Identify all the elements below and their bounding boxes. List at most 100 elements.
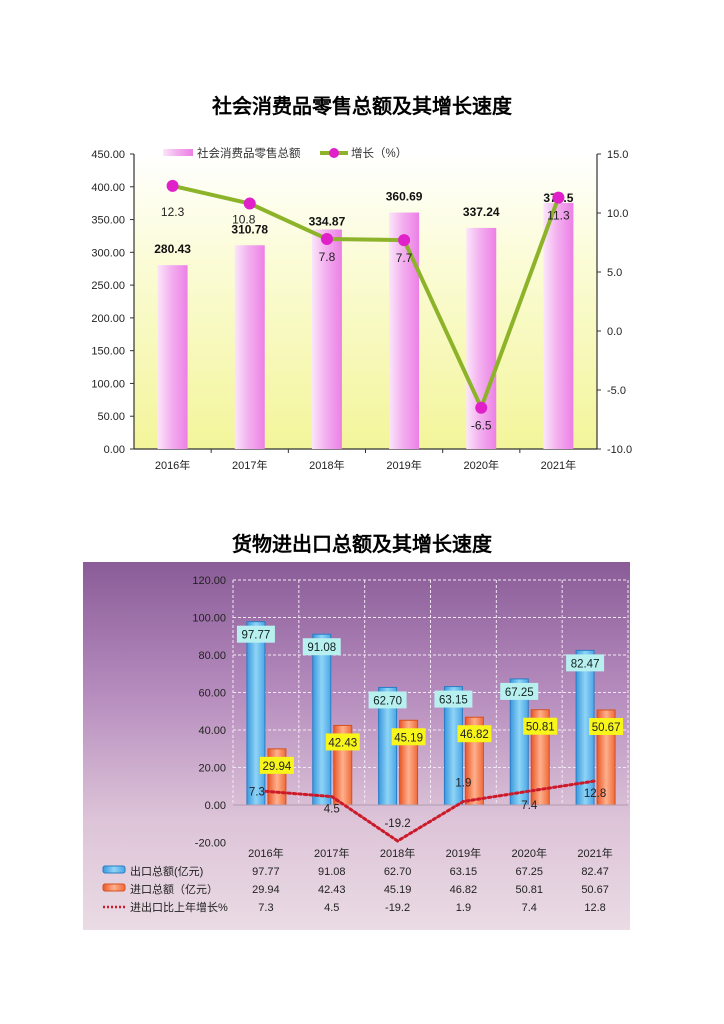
left-axis-tick: 0.00	[104, 444, 125, 456]
bar-export-2016年	[246, 621, 266, 806]
import-label-box	[259, 756, 294, 774]
bar-retail-2018年	[311, 229, 342, 449]
legend-import-label: 进口总额（亿元）	[130, 882, 218, 896]
legend-export-swatch	[102, 865, 126, 874]
growth-marker	[243, 197, 256, 210]
left-axis-tick: 200.00	[91, 313, 125, 325]
table-cell: 50.81	[515, 884, 543, 896]
table-cell: 7.3	[258, 902, 273, 914]
export-value-label: 97.77	[242, 630, 271, 642]
svg-text:增长（%）: 增长（%）	[351, 146, 407, 160]
growth-marker	[475, 401, 488, 414]
x-axis-label: 2017年	[314, 846, 349, 860]
svg-text:社会消费品零售总额: 社会消费品零售总额	[197, 146, 301, 160]
table-cell: 67.25	[515, 866, 543, 878]
export-label-box	[236, 625, 275, 643]
x-axis-label: 2016年	[155, 458, 190, 470]
left-axis-tick: 400.00	[91, 182, 125, 194]
table-cell: 97.77	[252, 866, 280, 878]
bar-value-label: 280.43	[154, 242, 191, 256]
growth-value-label: -19.2	[384, 818, 410, 830]
x-axis-label: 2017年	[232, 458, 267, 470]
y-axis-tick: 100.00	[192, 613, 226, 625]
table-cell: 63.15	[450, 866, 478, 878]
right-axis-tick: -10.0	[607, 444, 632, 456]
growth-marker	[166, 179, 179, 192]
table-cell: 82.47	[581, 866, 609, 878]
x-axis-label: 2019年	[446, 846, 481, 860]
y-axis-tick: 40.00	[198, 725, 226, 737]
x-axis-label: 2018年	[380, 846, 415, 860]
growth-value-label: 7.4	[521, 800, 538, 812]
growth-marker	[552, 191, 565, 204]
trade-chart: -20.00 0.00 20.00 40.00 60.00 80.00 100.00 120.…	[83, 562, 630, 930]
export-label-box	[302, 638, 341, 656]
export-value-label: 62.70	[373, 695, 402, 707]
import-label-box	[589, 717, 624, 735]
bar-value-label: 334.87	[309, 214, 346, 228]
table-cell: 45.19	[384, 884, 412, 896]
x-axis-label: 2021年	[541, 458, 576, 470]
export-label-box	[500, 682, 539, 700]
bar-value-label: 360.69	[386, 190, 423, 204]
left-axis-tick: 300.00	[91, 247, 125, 259]
right-axis-tick: 15.0	[607, 149, 628, 161]
bar-retail-2019年	[389, 212, 420, 449]
growth-value-label: 7.7	[396, 251, 413, 265]
bar-retail-2017年	[234, 245, 265, 449]
y-axis-tick: 0.00	[205, 800, 226, 812]
growth-value-label: -6.5	[471, 419, 492, 433]
import-value-label: 50.67	[592, 722, 621, 734]
right-axis-tick: 0.0	[607, 326, 622, 338]
bar-value-label: 310.78	[231, 222, 268, 236]
bar-export-2017年	[312, 633, 332, 806]
chart2-title: 货物进出口总额及其增长速度	[232, 532, 492, 556]
bar-value-label: 337.24	[463, 205, 500, 219]
import-value-label: 42.43	[328, 737, 357, 749]
export-value-label: 67.25	[505, 687, 534, 699]
table-cell: 46.82	[450, 884, 478, 896]
retail-sales-chart: 0.00 50.00 100.00 150.00 200.00 250.00 300.00 3…	[91, 146, 632, 470]
table-cell: 4.5	[324, 902, 339, 914]
x-axis-label: 2020年	[464, 458, 499, 470]
bar-retail-2016年	[157, 265, 188, 449]
legend: 社会消费品零售总额 增长（%）	[163, 146, 407, 160]
growth-value-label: 1.9	[455, 777, 471, 789]
left-axis-tick: 450.00	[91, 149, 125, 161]
plot-area	[134, 154, 597, 449]
import-value-label: 29.94	[263, 761, 292, 773]
y-axis-tick: 20.00	[198, 763, 226, 775]
import-label-box	[457, 725, 492, 743]
bar-retail-2021年	[543, 202, 574, 449]
bar-retail-2020年	[466, 227, 497, 449]
growth-value-label: 4.5	[324, 804, 340, 816]
growth-value-label: 10.8	[232, 213, 256, 227]
table-cell: 29.94	[252, 884, 280, 896]
table-cell: 7.4	[522, 902, 537, 914]
growth-value-label: 7.8	[319, 250, 336, 264]
table-cell: 91.08	[318, 866, 346, 878]
left-axis-tick: 350.00	[91, 215, 125, 227]
export-label-box	[368, 691, 407, 709]
table-cell: 62.70	[384, 866, 412, 878]
x-axis-label: 2018年	[309, 458, 344, 470]
export-value-label: 91.08	[307, 642, 336, 654]
y-axis-tick: 120.00	[192, 575, 226, 587]
growth-marker	[320, 232, 333, 245]
growth-value-label: 12.3	[161, 205, 185, 219]
x-axis-label: 2020年	[512, 846, 547, 860]
x-axis-label: 2016年	[248, 846, 283, 860]
import-label-box	[325, 733, 360, 751]
legend-export-label: 出口总额(亿元)	[130, 864, 203, 878]
growth-value-label: 7.3	[249, 786, 265, 798]
legend-import-swatch	[102, 883, 126, 892]
import-label-box	[391, 728, 426, 746]
export-value-label: 63.15	[439, 695, 468, 707]
right-axis-tick: -5.0	[607, 385, 626, 397]
left-axis-tick: 150.00	[91, 346, 125, 358]
table-cell: 1.9	[456, 902, 471, 914]
y-axis-tick: -20.00	[195, 838, 226, 850]
left-axis-tick: 100.00	[91, 378, 125, 390]
import-value-label: 45.19	[394, 732, 423, 744]
export-label-box	[566, 654, 605, 672]
